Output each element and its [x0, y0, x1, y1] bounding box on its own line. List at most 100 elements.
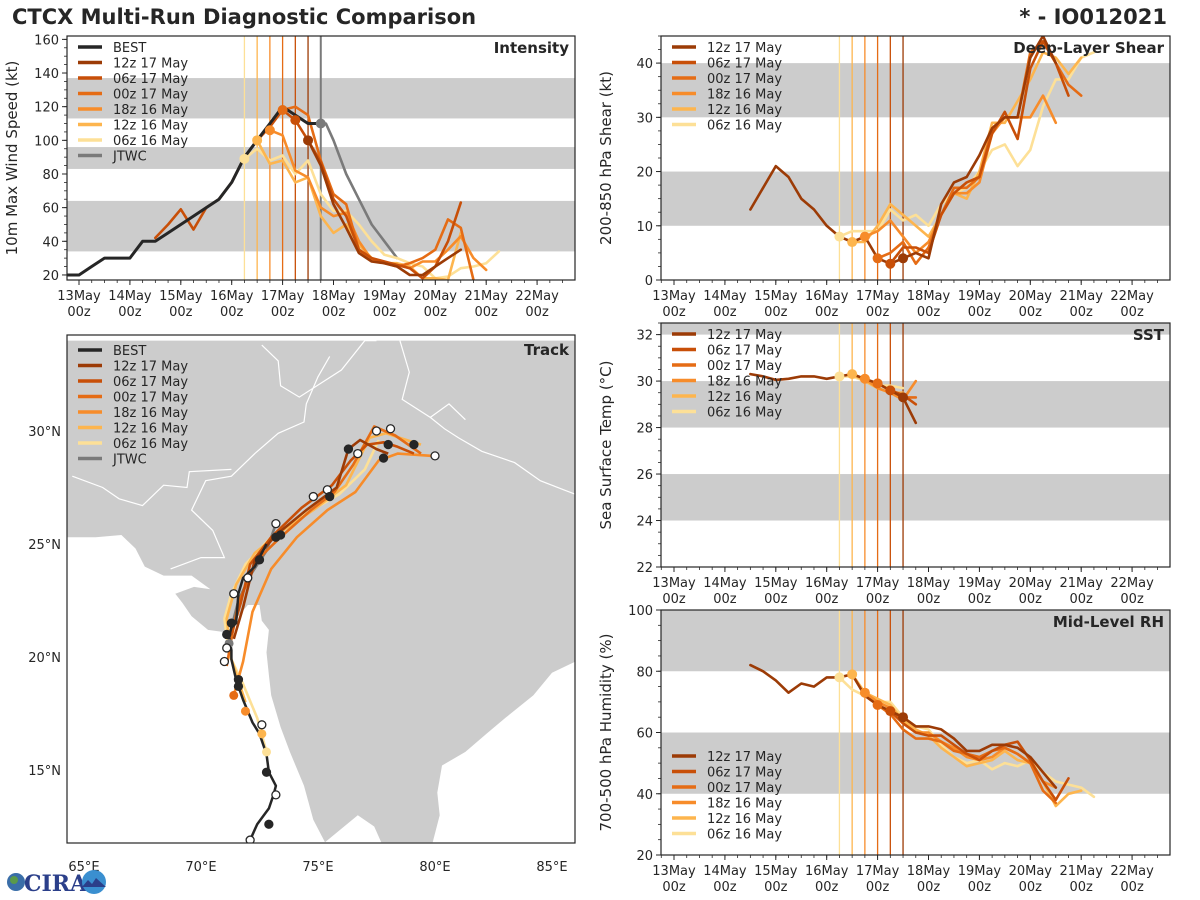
best-track-12z-marker: [371, 426, 382, 436]
x-tick-label: 00z: [866, 592, 890, 607]
init-marker: [885, 385, 896, 396]
x-tick-label: 00z: [662, 880, 686, 895]
best-track-00z-marker: [378, 453, 389, 463]
init-marker: [847, 369, 858, 380]
panel-title: Deep-Layer Shear: [1013, 39, 1164, 57]
shade-band: [661, 610, 1170, 672]
legend-label: 12z 16 May: [113, 119, 188, 134]
x-tick-label: 17May: [856, 576, 900, 591]
x-tick-label: 20May: [414, 289, 458, 304]
best-track-12z-marker: [308, 491, 318, 502]
init-marker: [859, 231, 870, 242]
y-tick-label: 80: [42, 168, 59, 183]
x-tick-label: 00z: [1120, 592, 1144, 607]
legend-label: 12z 17 May: [707, 750, 782, 765]
best-track-12z-marker: [271, 519, 281, 529]
legend-label: 18z 16 May: [113, 406, 188, 421]
shade-band: [661, 474, 1170, 521]
x-tick-label: 13May: [652, 289, 696, 304]
x-tick-label: 00z: [764, 592, 788, 607]
y-tick-label: 30: [636, 375, 653, 390]
x-tick-label: 00z: [968, 880, 992, 895]
x-tick-label: 21May: [1059, 289, 1103, 304]
y-tick-label: 20: [42, 269, 59, 284]
x-tick-label: 13May: [57, 289, 101, 304]
x-tick-label: 00z: [1070, 305, 1094, 320]
x-tick-label: 00z: [713, 880, 737, 895]
panel-title: Track: [524, 341, 570, 359]
x-tick-label: 16May: [805, 864, 849, 879]
legend-label: 00z 17 May: [707, 359, 782, 374]
x-tick-label: 00z: [271, 305, 295, 320]
best-track-00z-marker: [222, 629, 232, 640]
panel-track: 65°E 70°E 75°E 80°E 85°E15°N20°N25°N30°NTrac…: [28, 334, 576, 875]
init-marker: [847, 669, 858, 680]
legend-label: 12z 17 May: [707, 41, 782, 56]
x-tick-label: 15May: [159, 289, 203, 304]
lat-tick-label: 30°N: [28, 425, 61, 440]
plot-area: [749, 610, 1096, 855]
legend-label: JTWC: [112, 453, 147, 468]
x-tick-label: 00z: [866, 880, 890, 895]
series-line-06z-17-may: [888, 709, 1070, 802]
x-tick-label: 19May: [363, 289, 407, 304]
country-border: [170, 356, 331, 570]
y-tick-label: 40: [42, 235, 59, 250]
x-tick-label: 00z: [713, 305, 737, 320]
init-marker: [847, 237, 858, 248]
series-line-06z-16-may: [243, 147, 501, 280]
legend-label: 12z 16 May: [707, 812, 782, 827]
x-tick-label: 21May: [1059, 576, 1103, 591]
best-track-12z-marker: [229, 589, 239, 599]
lon-tick-label: 70°E: [185, 860, 216, 875]
y-tick-label: 32: [636, 329, 653, 344]
init-marker: [872, 253, 883, 264]
x-tick-label: 17May: [261, 289, 305, 304]
best-track-12z-marker: [219, 656, 230, 667]
legend-label: BEST: [113, 344, 146, 359]
y-tick-label: 28: [636, 422, 653, 437]
shade-band: [661, 171, 1170, 226]
init-marker: [264, 125, 275, 136]
track-init-marker: [229, 690, 239, 700]
x-tick-label: 00z: [1019, 880, 1043, 895]
track-init-marker: [262, 747, 272, 757]
best-track-00z-marker: [343, 444, 354, 454]
init-marker: [859, 373, 870, 384]
track-init-marker: [240, 706, 250, 716]
country-border: [261, 340, 377, 398]
init-marker: [252, 135, 263, 146]
x-tick-label: 00z: [220, 305, 244, 320]
x-tick-label: 19May: [958, 576, 1002, 591]
x-tick-label: 13May: [652, 576, 696, 591]
y-tick-label: 60: [42, 202, 59, 217]
plot-area: [67, 36, 501, 280]
x-tick-label: 00z: [1120, 305, 1144, 320]
legend-label: 06z 17 May: [113, 72, 188, 87]
best-track-12z-marker: [222, 643, 232, 653]
y-tick-label: 0: [645, 274, 653, 289]
legend-label: 18z 16 May: [113, 103, 188, 118]
x-tick-label: 00z: [815, 880, 839, 895]
x-tick-label: 00z: [424, 305, 448, 320]
map-area: [67, 335, 575, 843]
series-line-18z-16-may: [863, 94, 1058, 255]
best-track-12z-marker: [271, 790, 281, 800]
legend-label: 06z 17 May: [113, 375, 188, 390]
y-tick-label: 22: [636, 561, 653, 576]
init-marker: [898, 253, 909, 264]
legend-label: 00z 17 May: [707, 781, 782, 796]
track-line-12z-17-may: [232, 438, 389, 640]
best-track-12z-marker: [243, 573, 253, 583]
best-track-00z-marker: [409, 439, 419, 450]
legend-label: 06z 16 May: [113, 134, 188, 149]
legend-label: 18z 16 May: [707, 375, 782, 390]
x-tick-label: 00z: [169, 305, 193, 320]
y-tick-label: 20: [636, 166, 653, 181]
x-tick-label: 00z: [1070, 592, 1094, 607]
legend-label: 06z 17 May: [707, 57, 782, 72]
init-marker: [872, 699, 883, 710]
x-tick-label: 21May: [464, 289, 508, 304]
legend-label: 06z 16 May: [113, 437, 188, 452]
